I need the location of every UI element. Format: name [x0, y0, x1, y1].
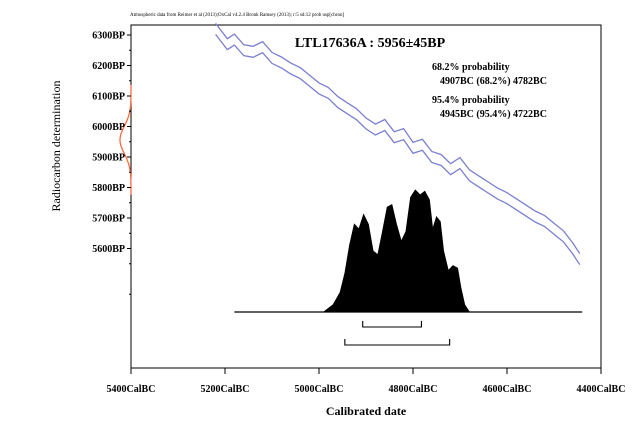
- chart-title: LTL17636A : 5956±45BP: [295, 36, 446, 51]
- prob-68-label: 68.2% probability: [432, 62, 510, 73]
- probability-range-brackets: [345, 321, 450, 345]
- y-tick-label: 5900BP: [92, 153, 125, 164]
- y-axis-label: Radiocarbon determination: [49, 81, 63, 212]
- y-tick-label: 6000BP: [92, 122, 125, 133]
- x-tick-label: 5200CalBC: [201, 384, 250, 395]
- x-tick-label: 4400CalBC: [577, 384, 626, 395]
- y-tick-label: 6200BP: [92, 61, 125, 72]
- y-tick-label: 5700BP: [92, 214, 125, 225]
- prob-95-label: 95.4% probability: [432, 95, 510, 106]
- y-tick-label: 5600BP: [92, 244, 125, 255]
- y-tick-label: 5800BP: [92, 183, 125, 194]
- range-68-bracket: [363, 321, 422, 327]
- y-tick-label: 6100BP: [92, 92, 125, 103]
- x-tick-label: 4600CalBC: [483, 384, 532, 395]
- x-tick-label: 4800CalBC: [389, 384, 438, 395]
- prob-68-range: 4907BC (68.2%) 4782BC: [440, 76, 547, 87]
- range-95-bracket: [345, 339, 450, 345]
- prob-95-range: 4945BC (95.4%) 4722BC: [440, 109, 547, 120]
- x-tick-label: 5000CalBC: [295, 384, 344, 395]
- chart-credit: Atmospheric data from Reimer et al (2013…: [130, 13, 344, 18]
- x-tick-label: 5400CalBC: [107, 384, 156, 395]
- calibration-curve-upper: [216, 23, 580, 253]
- distribution-area: [324, 190, 470, 312]
- y-tick-label: 6300BP: [92, 31, 125, 42]
- x-axis-label: Calibrated date: [326, 404, 407, 418]
